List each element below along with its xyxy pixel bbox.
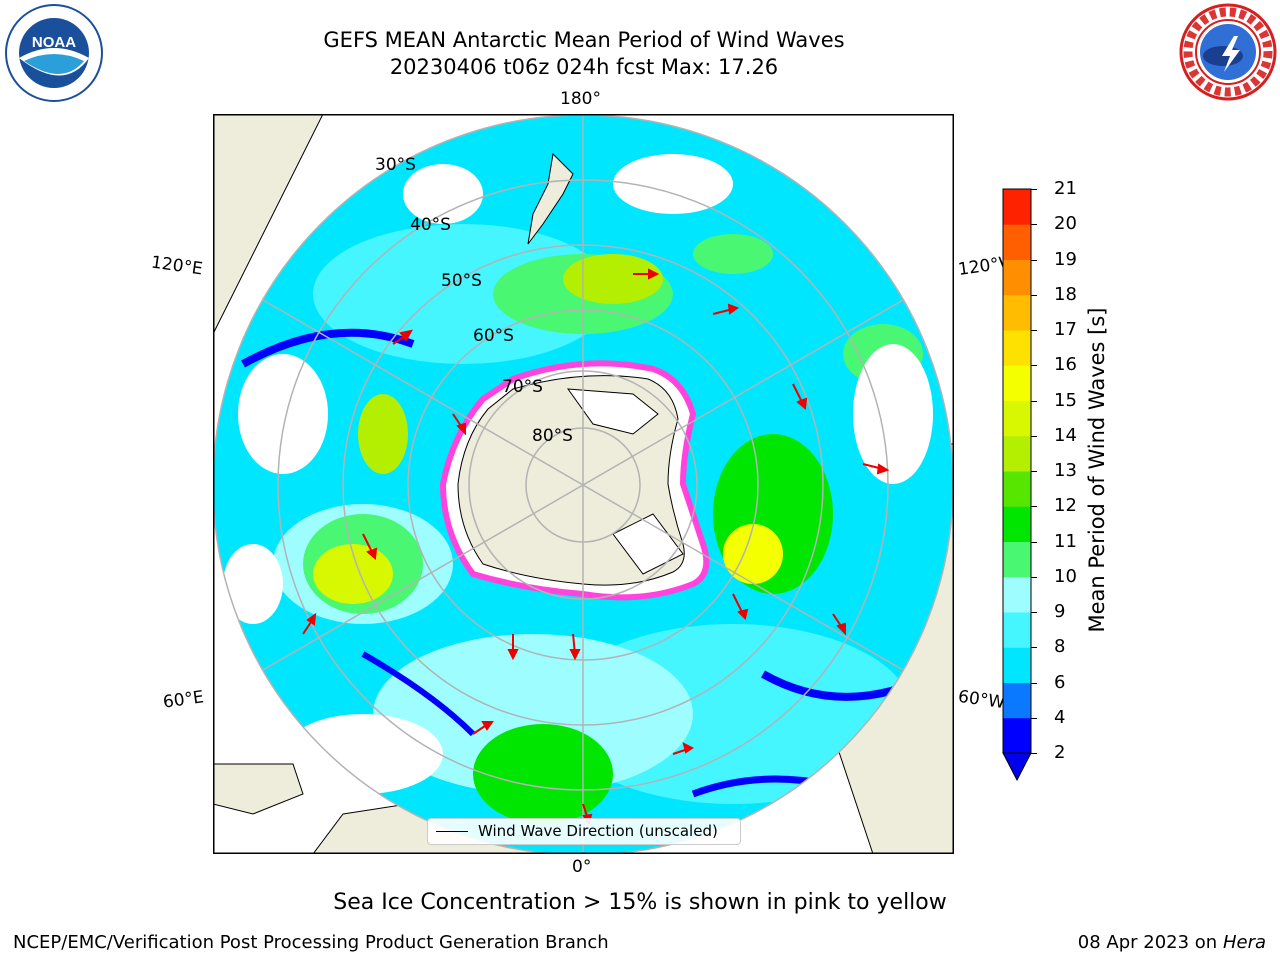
- colorbar-tick-mark: [1031, 294, 1037, 296]
- colorbar-tick-mark: [1031, 506, 1037, 508]
- footer-credit: NCEP/EMC/Verification Post Processing Pr…: [13, 932, 609, 953]
- lat-label-50s: 50°S: [441, 271, 482, 291]
- colorbar-tick-mark: [1031, 612, 1037, 613]
- noaa-logo: NOAA: [4, 3, 104, 107]
- footer-host: Hera: [1222, 932, 1266, 953]
- colorbar-tick-label: 15: [1054, 389, 1077, 411]
- colorbar-tick-mark: [1031, 541, 1037, 543]
- wind-wave-arrows: [302, 268, 890, 826]
- polar-map: 30°S 40°S 50°S 60°S 70°S 80°S: [213, 114, 954, 854]
- noaa-logo-text: NOAA: [32, 34, 76, 51]
- lat-label-40s: 40°S: [410, 215, 451, 235]
- colorbar-block: [1003, 506, 1031, 542]
- colorbar-tick-mark: [1031, 471, 1037, 472]
- lat-label-60s: 60°S: [473, 326, 514, 346]
- colorbar-tick-mark: [1031, 400, 1037, 402]
- colorbar-tick-label: 8: [1054, 636, 1066, 658]
- footer-date: 08 Apr 2023 on Hera: [1078, 932, 1266, 953]
- lon-label-180: 180°: [560, 89, 601, 109]
- colorbar-tick-mark: [1031, 647, 1037, 649]
- colorbar-tick-label: 20: [1054, 213, 1077, 235]
- colorbar-tick-mark: [1031, 717, 1037, 719]
- footer-date-text: 08 Apr 2023 on: [1077, 932, 1223, 953]
- colorbar-block: [1003, 541, 1031, 578]
- colorbar-under-triangle: [1002, 752, 1032, 782]
- nws-logo: [1178, 2, 1278, 106]
- colorbar-block: [1003, 647, 1031, 683]
- colorbar-block: [1003, 435, 1031, 472]
- colorbar-block: [1003, 471, 1031, 507]
- colorbar-block: [1003, 189, 1031, 225]
- colorbar-tick-label: 9: [1054, 601, 1066, 622]
- map-border: [213, 114, 954, 854]
- colorbar: [1002, 188, 1050, 792]
- lon-label-120e: 120°E: [149, 252, 204, 280]
- colorbar-tick-label: 17: [1054, 319, 1077, 340]
- colorbar-tick-mark: [1031, 365, 1037, 367]
- colorbar-block: [1003, 717, 1031, 754]
- new-zealand-land: [527, 152, 574, 245]
- colorbar-tick-mark: [1031, 224, 1037, 226]
- colorbar-tick-mark: [1031, 259, 1037, 261]
- colorbar-block: [1003, 576, 1031, 613]
- colorbar-block: [1003, 365, 1031, 401]
- colorbar-tick-label: 16: [1054, 354, 1077, 376]
- legend-label: Wind Wave Direction (unscaled): [478, 822, 718, 840]
- weddell-ice-shelf: [612, 513, 684, 575]
- colorbar-tick-mark: [1031, 682, 1037, 684]
- colorbar-block: [1003, 682, 1031, 719]
- colorbar-tick-mark: [1031, 189, 1037, 190]
- legend-line-symbol: [436, 831, 468, 832]
- colorbar-tick-mark: [1031, 753, 1037, 754]
- ross-ice-shelf: [566, 388, 659, 435]
- colorbar-tick-mark: [1031, 576, 1037, 578]
- colorbar-tick-label: 6: [1054, 671, 1066, 693]
- colorbar-tick-label: 4: [1054, 706, 1066, 728]
- colorbar-tick-label: 2: [1054, 742, 1066, 763]
- lon-label-60e: 60°E: [161, 687, 206, 713]
- colorbar-tick-label: 21: [1054, 178, 1077, 199]
- colorbar-tick-label: 12: [1054, 495, 1077, 517]
- lat-label-30s: 30°S: [375, 155, 416, 175]
- map-legend: Wind Wave Direction (unscaled): [427, 818, 741, 845]
- lon-label-60w: 60°W: [956, 686, 1007, 714]
- colorbar-tick-label: 14: [1054, 424, 1077, 446]
- sea-ice-caption: Sea Ice Concentration > 15% is shown in …: [333, 890, 947, 915]
- lat-label-70s: 70°S: [502, 377, 543, 397]
- lat-label-80s: 80°S: [532, 426, 573, 446]
- colorbar-tick-label: 18: [1054, 283, 1077, 305]
- colorbar-block: [1003, 400, 1031, 437]
- colorbar-block: [1003, 612, 1031, 648]
- colorbar-tick-label: 19: [1054, 248, 1077, 270]
- colorbar-label: Mean Period of Wind Waves [s]: [1085, 307, 1109, 633]
- australia-land: [213, 114, 324, 335]
- colorbar-tick-label: 10: [1054, 565, 1077, 587]
- colorbar-tick-mark: [1031, 435, 1037, 437]
- title-line2: 20230406 t06z 024h fcst Max: 17.26: [389, 55, 779, 79]
- colorbar-block: [1003, 224, 1031, 260]
- colorbar-block: [1003, 294, 1031, 331]
- colorbar-block: [1003, 330, 1031, 366]
- colorbar-tick-mark: [1031, 330, 1037, 331]
- title-line1: GEFS MEAN Antarctic Mean Period of Wind …: [323, 28, 845, 52]
- lon-label-0: 0°: [572, 857, 592, 877]
- colorbar-tick-label: 13: [1054, 460, 1077, 481]
- colorbar-block: [1003, 259, 1031, 296]
- island-land-left: [213, 763, 304, 815]
- colorbar-tick-label: 11: [1054, 530, 1077, 552]
